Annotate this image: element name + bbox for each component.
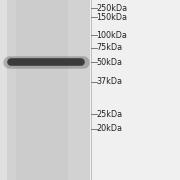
Text: 25kDa: 25kDa <box>96 110 122 119</box>
FancyBboxPatch shape <box>7 0 90 180</box>
FancyBboxPatch shape <box>90 0 180 180</box>
FancyBboxPatch shape <box>16 0 68 180</box>
Text: 75kDa: 75kDa <box>96 43 122 52</box>
Text: 250kDa: 250kDa <box>96 4 127 13</box>
Text: 100kDa: 100kDa <box>96 31 127 40</box>
Text: 150kDa: 150kDa <box>96 13 127 22</box>
Text: 20kDa: 20kDa <box>96 124 122 133</box>
Text: 50kDa: 50kDa <box>96 58 122 67</box>
Text: 37kDa: 37kDa <box>96 77 122 86</box>
